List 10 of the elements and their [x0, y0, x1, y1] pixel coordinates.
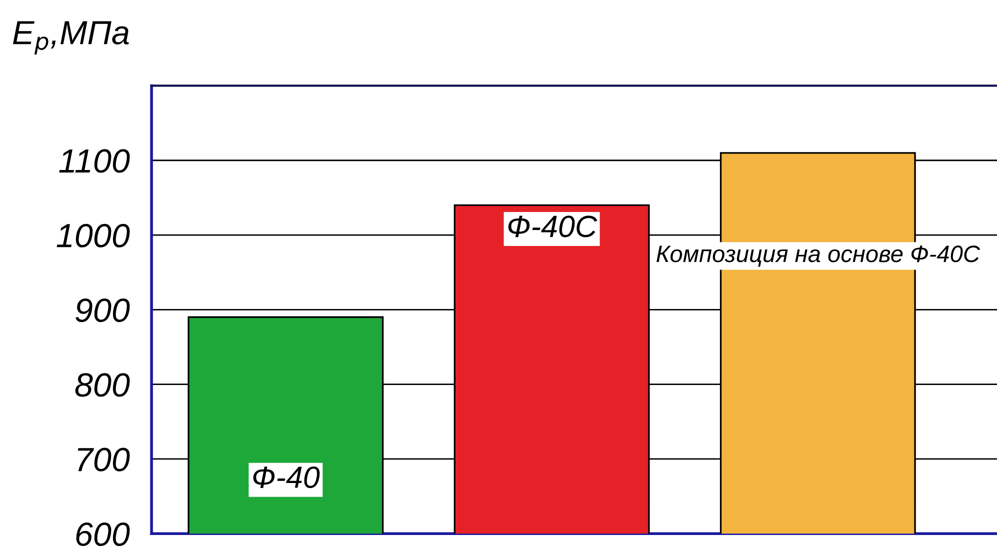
y-tick-label: 700	[78, 448, 130, 472]
y-tick-label: 900	[76, 298, 130, 322]
x-tick-label: Ф-40С	[508, 216, 598, 238]
y-tick-label: 600	[76, 522, 130, 546]
y-tick-label: 1100	[59, 149, 130, 173]
x-tick-label: Ф-40	[253, 466, 320, 488]
y-tick-label: 800	[75, 373, 130, 397]
x-tick-label: Композиция на основе Ф-40С	[656, 246, 980, 267]
y-tick-label: 1000	[56, 224, 130, 248]
y-axis-title: E$_{p}$,МПа	[12, 21, 129, 54]
